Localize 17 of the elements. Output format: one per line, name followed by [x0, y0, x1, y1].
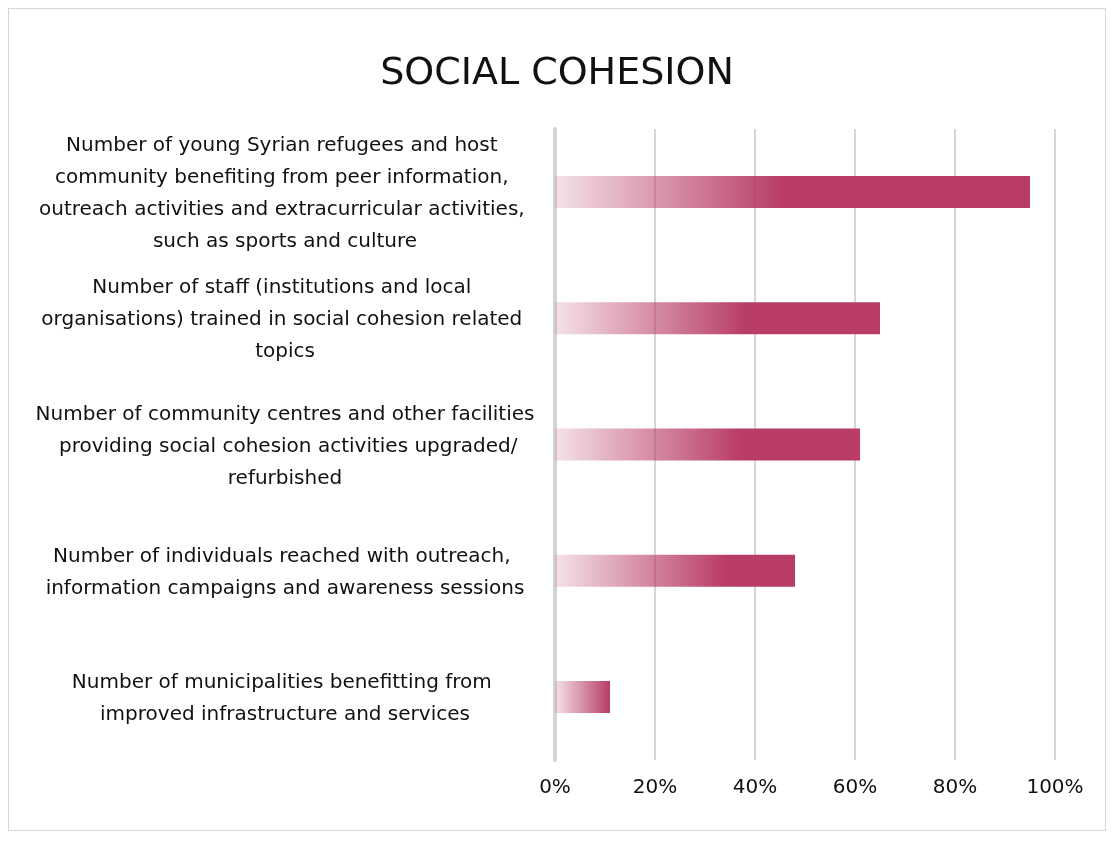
- bar: [555, 428, 860, 461]
- y-tick-label: Number of young Syrian refugees and host community benefiting from peer information, outreach activities and extracurricular activities, such as sports and culture: [38, 132, 532, 253]
- x-tick-label: 60%: [832, 774, 878, 798]
- x-tick-label: 40%: [732, 774, 778, 798]
- bar: [555, 176, 1030, 209]
- bar: [555, 554, 795, 587]
- bar: [555, 680, 610, 713]
- y-tick-label: Number of staff (institutions and local organisations) trained in social cohesion related topics: [41, 274, 529, 363]
- y-tick-label: Number of municipalities benefitting from improved infrastructure and services: [71, 668, 499, 725]
- y-tick-label: Number of individuals reached with outreach, information campaigns and awareness sessions: [45, 542, 525, 599]
- x-tick-label: 80%: [932, 774, 978, 798]
- x-tick-label: 20%: [632, 774, 678, 798]
- bar: [555, 302, 880, 335]
- chart-title: SOCIAL COHESION: [380, 49, 734, 93]
- x-tick-label: 0%: [539, 774, 571, 798]
- y-tick-label: Number of community centres and other facilities providing social cohesion activities upgraded/refurbished: [35, 400, 535, 489]
- x-tick-label: 100%: [1026, 774, 1084, 798]
